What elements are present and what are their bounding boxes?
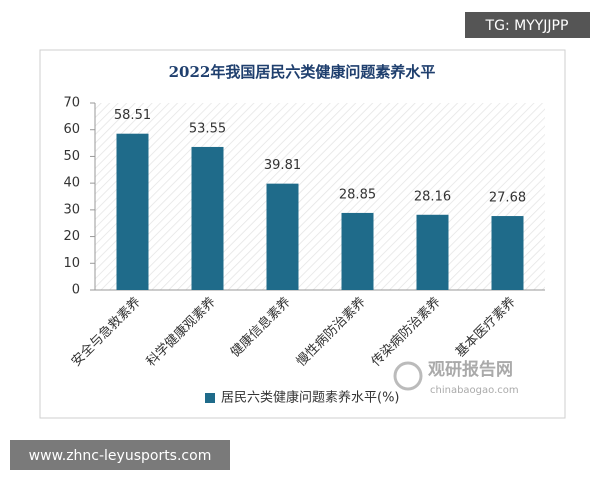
legend-label: 居民六类健康问题素养水平(%) bbox=[221, 390, 400, 406]
watermark-box bbox=[465, 12, 590, 38]
chart-title: 2022年我国居民六类健康问题素养水平 bbox=[169, 63, 436, 81]
bar bbox=[191, 146, 224, 290]
watermark: TG: MYYJJPP bbox=[485, 18, 569, 34]
footer-url: www.zhnc-leyusports.com bbox=[29, 448, 212, 464]
logo-icon bbox=[393, 361, 423, 391]
y-tick-label: 10 bbox=[63, 256, 80, 271]
plot-background bbox=[95, 103, 545, 290]
bar bbox=[116, 133, 149, 290]
y-tick-label: 20 bbox=[63, 229, 80, 244]
bar bbox=[341, 212, 374, 290]
y-tick-label: 30 bbox=[63, 202, 80, 217]
data-label: 53.55 bbox=[189, 121, 226, 136]
data-label: 27.68 bbox=[489, 191, 526, 206]
bar bbox=[266, 183, 299, 290]
y-tick-label: 40 bbox=[63, 176, 80, 191]
legend-swatch bbox=[205, 393, 215, 403]
y-tick-label: 60 bbox=[63, 122, 80, 137]
footer-box bbox=[10, 440, 230, 470]
logo-name: 观研报告网 bbox=[427, 359, 513, 380]
y-tick-label: 50 bbox=[63, 149, 80, 164]
y-tick-label: 70 bbox=[63, 96, 80, 111]
data-label: 39.81 bbox=[264, 158, 301, 173]
data-label: 28.16 bbox=[414, 189, 451, 204]
data-label: 28.85 bbox=[339, 187, 376, 202]
bar bbox=[416, 214, 449, 290]
logo-url: chinabaogao.com bbox=[430, 385, 519, 396]
data-label: 58.51 bbox=[114, 108, 151, 123]
y-tick-label: 0 bbox=[72, 283, 80, 298]
bar bbox=[491, 216, 524, 290]
